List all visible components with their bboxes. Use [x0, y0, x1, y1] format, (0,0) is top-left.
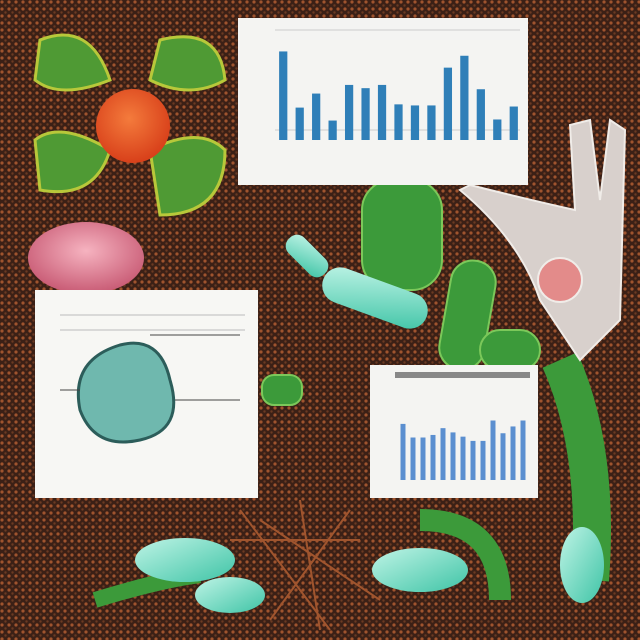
bar: [295, 107, 304, 140]
diagram-panel: [35, 290, 258, 498]
chart-panel: [370, 365, 538, 498]
bar: [430, 434, 436, 480]
bar: [420, 437, 426, 480]
bar: [443, 67, 453, 140]
bar: [520, 420, 526, 480]
bar: [410, 105, 420, 140]
bar: [493, 119, 502, 140]
bar: [328, 120, 337, 140]
bar: [279, 51, 288, 140]
chart-panel: [238, 18, 528, 185]
bar: [312, 93, 321, 140]
bar: [460, 436, 466, 480]
bar: [480, 440, 486, 480]
bar: [510, 426, 516, 480]
bar: [394, 104, 403, 140]
bar: [450, 432, 456, 480]
bar: [470, 440, 476, 480]
bar: [476, 89, 485, 140]
cyan-shapes: [135, 234, 604, 613]
bar: [344, 84, 354, 140]
bar: [410, 437, 416, 480]
roots: [230, 499, 381, 631]
bar: [377, 84, 387, 140]
bar: [490, 420, 496, 480]
bar: [460, 55, 469, 141]
hand: [458, 118, 627, 362]
pink-blob: [28, 222, 144, 294]
bar: [500, 433, 506, 480]
bar: [440, 428, 446, 480]
clover: [33, 33, 227, 217]
bar: [509, 106, 518, 140]
bar: [400, 423, 406, 480]
bar: [427, 105, 436, 140]
bar: [361, 88, 370, 140]
